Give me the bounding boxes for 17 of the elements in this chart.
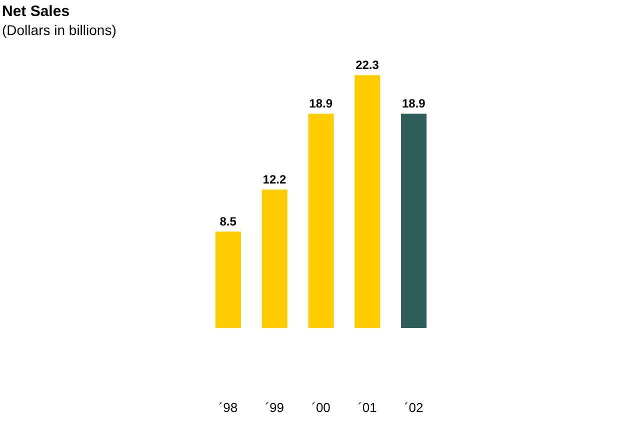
data-label: 18.9 (309, 96, 333, 111)
x-tick-label: ´98 (218, 400, 238, 415)
bar (215, 232, 241, 328)
data-label: 8.5 (220, 214, 237, 229)
data-label: 12.2 (262, 172, 286, 187)
data-label: 18.9 (402, 96, 426, 111)
text: Net Sales (2, 3, 70, 20)
x-tick-label: ´01 (358, 400, 377, 415)
x-tick-label: ´02 (404, 400, 424, 415)
text: (Dollars in billions) (2, 22, 116, 38)
x-tick-label: ´00 (312, 400, 330, 415)
data-label: 22.3 (356, 58, 380, 72)
bar (262, 190, 288, 328)
x-tick-label: ´99 (265, 400, 284, 415)
bar (354, 75, 380, 328)
bar (308, 114, 334, 328)
bar (401, 114, 427, 328)
